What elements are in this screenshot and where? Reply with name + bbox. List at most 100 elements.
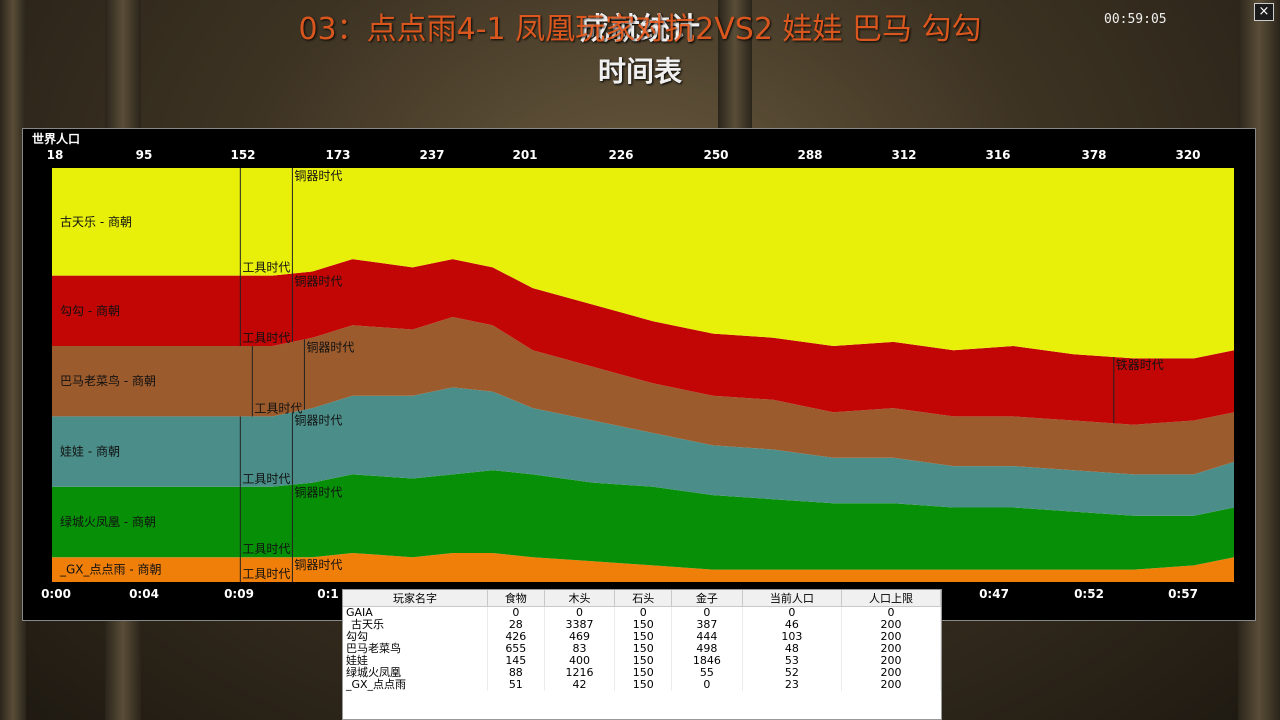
stats-cell: 469 — [544, 631, 616, 643]
stats-cell: 1846 — [671, 655, 743, 667]
stats-cell: 0 — [544, 606, 616, 619]
age-event-label: 铜器时代 — [294, 557, 342, 572]
stats-header-cell: 木头 — [544, 590, 616, 607]
stats-cell: 55 — [671, 667, 743, 679]
stats-cell: 1216 — [544, 667, 616, 679]
age-event-label: 工具时代 — [242, 261, 290, 275]
stats-header-cell: 石头 — [614, 590, 673, 607]
stats-cell: 150 — [614, 679, 673, 691]
age-event-label: 铁器时代 — [1116, 358, 1164, 372]
stats-row: _GX_点点雨 51 42 150 0 23 200 — [343, 679, 942, 691]
population-tick-label: 152 — [230, 148, 256, 162]
series-label: 勾勾 - 商朝 — [60, 303, 120, 318]
stats-cell: 498 — [671, 643, 743, 655]
age-event-label: 铜器时代 — [294, 412, 342, 427]
population-tick-label: 288 — [797, 148, 823, 162]
series-label: 绿城火凤凰 - 商朝 — [60, 514, 156, 529]
stats-cell: 200 — [841, 679, 942, 691]
population-tick-label: 378 — [1081, 148, 1107, 162]
stats-cell: 150 — [614, 619, 673, 631]
stats-cell: 28 — [487, 619, 545, 631]
time-tick-label: 0:52 — [1074, 587, 1104, 601]
stats-cell: 444 — [671, 631, 743, 643]
stats-header-cell: 人口上限 — [841, 590, 942, 607]
stats-cell: 0 — [671, 679, 743, 691]
age-event-label: 工具时代 — [242, 472, 290, 486]
stats-cell: 0 — [487, 606, 545, 619]
series-area — [52, 387, 1234, 516]
stats-cell: 150 — [614, 643, 673, 655]
player-stats-table: 玩家名字 食物 木头 石头 金子 当前人口 人口上限 GAIA 0 0 0 0 0 0 古天乐 28 3387… — [342, 589, 942, 720]
stats-cell: 23 — [742, 679, 842, 691]
stats-cell: 88 — [487, 667, 545, 679]
stats-cell: 200 — [841, 631, 942, 643]
population-tick-label: 237 — [419, 148, 445, 162]
population-tick-label: 312 — [891, 148, 917, 162]
age-event-label: 工具时代 — [242, 542, 290, 556]
stream-overlay-title: 03：点点雨4-1 凤凰玩家对抗2VS2 娃娃 巴马 勾勾 — [298, 12, 982, 47]
time-tick-label: 0:57 — [1168, 587, 1198, 601]
stats-cell: 0 — [841, 606, 942, 619]
stats-cell: GAIA — [343, 606, 488, 619]
series-area — [52, 553, 1234, 582]
age-event-label: 铜器时代 — [294, 485, 342, 500]
time-tick-label: 0:04 — [129, 587, 159, 601]
age-event-label: 铜器时代 — [306, 339, 354, 354]
stats-cell: 150 — [614, 655, 673, 667]
time-tick-label: 0:1 — [317, 587, 339, 601]
stats-cell: 娃娃 — [343, 655, 488, 667]
window-title: 成就统计 — [580, 12, 700, 47]
stats-row: 古天乐 28 3387 150 387 46 200 — [343, 619, 942, 631]
series-label: 娃娃 - 商朝 — [60, 444, 120, 459]
stats-cell: 52 — [742, 667, 842, 679]
age-event-label: 铜器时代 — [294, 274, 342, 289]
series-area — [52, 470, 1234, 570]
game-clock: 00:59:05 — [1104, 12, 1167, 27]
stats-cell: 3387 — [544, 619, 616, 631]
population-tick-label: 201 — [512, 148, 538, 162]
stats-cell: 51 — [487, 679, 545, 691]
age-event-label: 铜器时代 — [294, 168, 342, 183]
background-pillar-left — [0, 0, 26, 720]
stats-cell: 200 — [841, 643, 942, 655]
stats-cell: 145 — [487, 655, 545, 667]
stats-cell: 48 — [742, 643, 842, 655]
stats-cell: 42 — [544, 679, 616, 691]
stats-cell: 巴马老菜鸟 — [343, 643, 488, 655]
stats-cell: _GX_点点雨 — [343, 679, 488, 691]
stats-header-row: 玩家名字 食物 木头 石头 金子 当前人口 人口上限 — [343, 590, 942, 607]
stats-cell: 古天乐 — [343, 619, 488, 631]
stats-cell: 绿城火凤凰 — [343, 667, 488, 679]
stats-cell: 勾勾 — [343, 631, 488, 643]
stats-cell: 103 — [742, 631, 842, 643]
stats-cell: 53 — [742, 655, 842, 667]
stats-cell: 400 — [544, 655, 616, 667]
time-tick-label: 0:00 — [41, 587, 71, 601]
age-event-label: 工具时代 — [254, 401, 302, 415]
population-tick-label: 18 — [46, 148, 64, 162]
stats-header-cell: 金子 — [671, 590, 743, 607]
stats-row: 绿城火凤凰 88 1216 150 55 52 200 — [343, 667, 942, 679]
population-tick-label: 173 — [325, 148, 351, 162]
age-event-label: 工具时代 — [242, 567, 290, 581]
stats-header-cell: 食物 — [487, 590, 545, 607]
stats-cell: 150 — [614, 631, 673, 643]
stats-cell: 150 — [614, 667, 673, 679]
stats-cell: 46 — [742, 619, 842, 631]
stats-row: 勾勾 426 469 150 444 103 200 — [343, 631, 942, 643]
time-tick-label: 0:47 — [979, 587, 1009, 601]
window-subtitle: 时间表 — [597, 55, 682, 88]
series-label: _GX_点点雨 - 商朝 — [59, 562, 161, 577]
stats-row: 巴马老菜鸟 655 83 150 498 48 200 — [343, 643, 942, 655]
population-tick-label: 320 — [1175, 148, 1201, 162]
time-tick-label: 0:09 — [224, 587, 254, 601]
age-event-label: 工具时代 — [242, 331, 290, 345]
population-tick-label: 316 — [985, 148, 1011, 162]
close-button[interactable]: × — [1254, 3, 1274, 21]
series-label: 古天乐 - 商朝 — [60, 214, 132, 229]
stats-cell: 426 — [487, 631, 545, 643]
stats-cell: 200 — [841, 667, 942, 679]
stats-cell: 0 — [671, 606, 743, 619]
stats-cell: 200 — [841, 619, 942, 631]
